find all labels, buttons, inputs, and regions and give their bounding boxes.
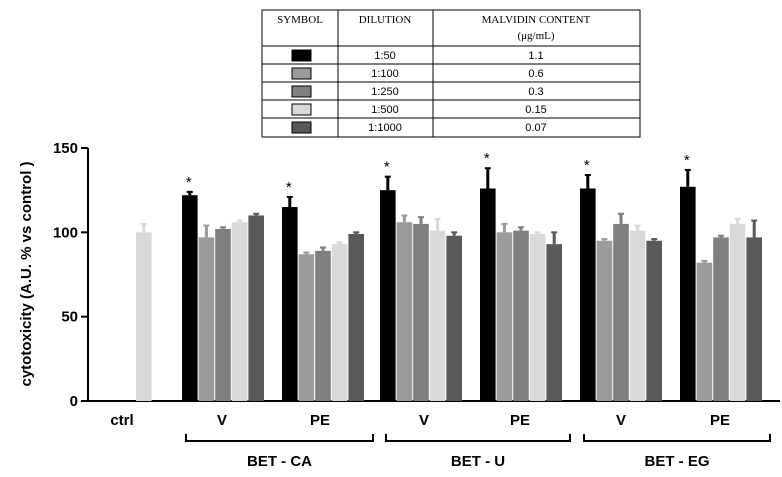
legend-content: 0.07 — [525, 122, 546, 134]
legend-symbol-swatch — [291, 49, 312, 62]
bar — [713, 237, 729, 401]
significance-marker: * — [684, 152, 690, 169]
y-tick-label: 100 — [53, 224, 78, 241]
group-bracket — [385, 434, 571, 442]
y-tick-label: 50 — [61, 309, 78, 326]
legend-symbol-swatch — [291, 121, 312, 134]
legend-content: 0.3 — [528, 86, 543, 98]
legend-dilution: 1:100 — [371, 68, 399, 80]
bar — [396, 222, 413, 401]
legend-table-border — [261, 9, 641, 138]
significance-marker: * — [286, 179, 292, 196]
x-category-label: ctrl — [110, 412, 133, 429]
bar — [580, 188, 596, 401]
bar — [198, 237, 215, 401]
bar — [231, 222, 248, 401]
legend-dilution: 1:250 — [371, 86, 399, 98]
x-category-label: PE — [310, 412, 330, 429]
group-label: BET - EG — [644, 453, 709, 470]
bar — [729, 223, 746, 401]
bar — [315, 250, 331, 401]
legend-symbol-swatch — [291, 67, 312, 80]
x-category-label: V — [217, 412, 227, 429]
bar — [380, 190, 396, 401]
y-axis-label: cytotoxicity (A.U. % vs control ) — [18, 161, 35, 386]
bar — [546, 244, 562, 401]
group-bracket — [583, 434, 771, 442]
bar — [496, 232, 513, 401]
bar — [646, 240, 662, 401]
bar — [480, 188, 496, 401]
x-category-label: PE — [510, 412, 530, 429]
legend-symbol-swatch — [291, 103, 312, 116]
group-label: BET - U — [451, 453, 505, 470]
legend-dilution: 1:50 — [374, 50, 395, 62]
legend-content: 0.15 — [525, 104, 546, 116]
x-category-label: V — [419, 412, 429, 429]
bar — [413, 223, 429, 401]
bar — [348, 234, 364, 401]
bar — [746, 237, 762, 401]
bar — [613, 223, 629, 401]
bar — [215, 228, 231, 401]
x-category-label: V — [616, 412, 626, 429]
bar — [529, 234, 546, 401]
legend-header-symbol: SYMBOL — [277, 14, 323, 26]
bar — [446, 235, 462, 401]
x-category-label: PE — [710, 412, 730, 429]
group-bracket — [185, 434, 374, 442]
bar — [282, 207, 298, 401]
legend-header-dilution: DILUTION — [359, 14, 412, 26]
legend-header-content: MALVIDIN CONTENT — [482, 14, 591, 26]
significance-marker: * — [186, 174, 192, 191]
bar — [513, 230, 529, 401]
y-tick-label: 150 — [53, 140, 78, 157]
bar — [136, 232, 152, 401]
bar — [596, 240, 613, 401]
legend-content: 1.1 — [528, 50, 543, 62]
legend-table: SYMBOL DILUTION MALVIDIN CONTENT (μg/mL)… — [261, 9, 641, 138]
bar — [429, 230, 446, 401]
legend-dilution: 1:500 — [371, 104, 399, 116]
significance-marker: * — [484, 150, 490, 167]
bar — [298, 254, 315, 401]
legend-symbol-swatch — [291, 85, 312, 98]
significance-marker: * — [584, 157, 590, 174]
legend-content: 0.6 — [528, 68, 543, 80]
legend-dilution: 1:1000 — [368, 122, 402, 134]
significance-marker: * — [384, 159, 390, 176]
bar — [680, 186, 696, 401]
bar — [248, 215, 264, 401]
bar — [182, 195, 198, 401]
bar — [629, 230, 646, 401]
legend-header-unit: (μg/mL) — [517, 30, 554, 42]
bar — [331, 244, 348, 401]
y-tick-label: 0 — [70, 393, 78, 410]
group-label: BET - CA — [247, 453, 312, 470]
bar — [696, 262, 713, 401]
